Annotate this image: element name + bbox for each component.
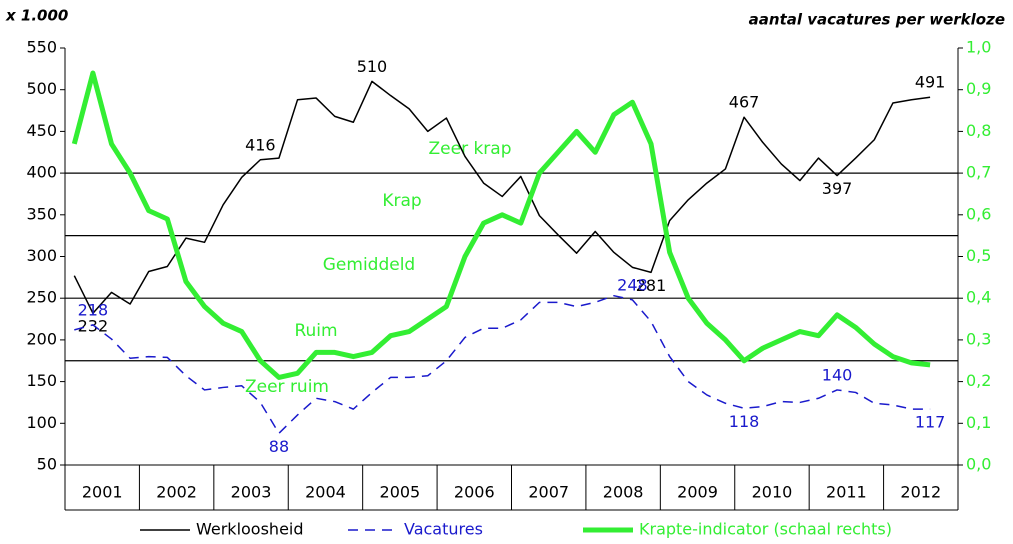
data-label: 491 — [915, 73, 946, 92]
y2-tick-label: 0,8 — [966, 121, 991, 140]
data-label: 140 — [822, 365, 853, 384]
data-label: 397 — [822, 179, 853, 198]
legend-label: Werkloosheid — [196, 520, 304, 539]
x-tick-label: 2002 — [156, 483, 197, 502]
y2-tick-label: 0,1 — [966, 413, 991, 432]
y2-tick-label: 0,2 — [966, 371, 991, 390]
zone-label: Ruim — [294, 321, 337, 341]
series-line — [74, 294, 931, 435]
y-tick-label: 500 — [26, 79, 57, 98]
x-tick-label: 2001 — [82, 483, 123, 502]
y2-tick-label: 0,4 — [966, 288, 991, 307]
zone-label: Zeer ruim — [245, 377, 329, 397]
y-tick-label: 50 — [37, 455, 57, 474]
y-tick-label: 300 — [26, 246, 57, 265]
x-tick-label: 2008 — [603, 483, 644, 502]
x-tick-label: 2003 — [231, 483, 272, 502]
y2-tick-label: 0,6 — [966, 204, 991, 223]
zone-label: Gemiddeld — [323, 255, 415, 275]
data-label: 467 — [729, 93, 760, 112]
y-tick-label: 250 — [26, 288, 57, 307]
series-line — [71, 70, 931, 380]
x-tick-label: 2010 — [752, 483, 793, 502]
data-label: 232 — [78, 317, 109, 336]
y-axis-title: x 1.000 — [5, 7, 68, 25]
y-tick-label: 200 — [26, 329, 57, 348]
legend-label: Vacatures — [404, 520, 483, 539]
y-tick-label: 100 — [26, 413, 57, 432]
y2-tick-label: 0,3 — [966, 329, 991, 348]
data-label: 117 — [915, 413, 946, 432]
data-label: 510 — [357, 57, 388, 76]
data-label: 88 — [269, 437, 289, 456]
x-tick-label: 2009 — [677, 483, 718, 502]
data-label: 281 — [636, 276, 667, 295]
plot: 50 100 150 200 250 300 350 400 450 500 550 0,0 0,1 0,… — [26, 38, 991, 539]
zone-label: Zeer krap — [429, 139, 512, 159]
legend-label: Krapte-indicator (schaal rechts) — [639, 520, 892, 539]
y-tick-label: 400 — [26, 163, 57, 182]
x-tick-label: 2007 — [528, 483, 569, 502]
y2-axis-title: aantal vacatures per werkloze — [749, 11, 1005, 29]
x-tick-label: 2012 — [900, 483, 941, 502]
x-tick-label: 2004 — [305, 483, 346, 502]
data-label: 218 — [78, 300, 109, 319]
y-tick-label: 550 — [26, 38, 57, 57]
x-tick-label: 2005 — [380, 483, 421, 502]
zone-label: Krap — [382, 191, 421, 211]
y-tick-label: 150 — [26, 371, 57, 390]
y2-tick-label: 0,0 — [966, 455, 991, 474]
data-label: 248 — [617, 275, 648, 294]
y2-tick-label: 1,0 — [966, 38, 991, 57]
y-tick-label: 350 — [26, 204, 57, 223]
x-tick-label: 2011 — [826, 483, 867, 502]
y2-tick-label: 0,5 — [966, 246, 991, 265]
x-tick-label: 2006 — [454, 483, 495, 502]
series-line — [73, 80, 931, 314]
data-label: 416 — [245, 135, 276, 154]
y2-tick-label: 0,9 — [966, 79, 991, 98]
data-label: 118 — [729, 412, 760, 431]
y-tick-label: 450 — [26, 121, 57, 140]
y2-tick-label: 0,7 — [966, 163, 991, 182]
